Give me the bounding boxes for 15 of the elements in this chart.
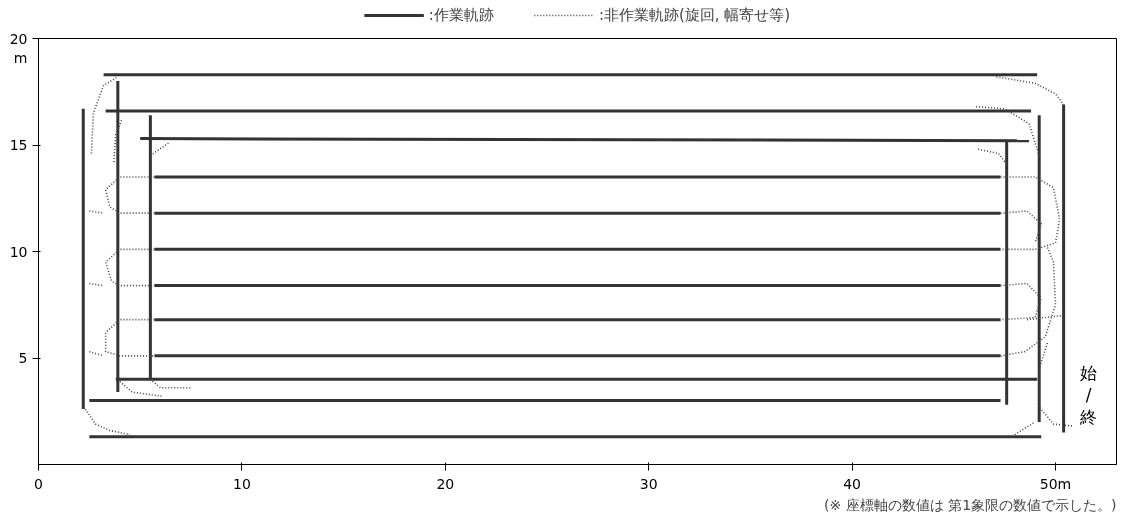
x-tick-label: 10 xyxy=(232,475,251,492)
legend-label: :非作業軌跡(旋回, 幅寄せ等) xyxy=(598,5,791,25)
y-tick-label: 15 xyxy=(9,137,28,153)
y-tick-label: 5 xyxy=(18,350,28,366)
x-tick-label: 40 xyxy=(843,475,862,492)
y-tick-label: 10 xyxy=(9,243,28,260)
x-tick-label: 20 xyxy=(436,475,455,492)
text: (※ 座標軸の数値は 第1象限の数値で示した。) xyxy=(824,496,1117,513)
annotation: 始/終 xyxy=(1079,362,1097,427)
x-tick-label: 0 xyxy=(34,475,43,492)
x-tick-label: 30 xyxy=(639,475,658,492)
y-axis-title: m xyxy=(13,49,28,66)
legend-label: :作業軌跡 xyxy=(428,5,494,25)
x-tick-label: 50m xyxy=(1039,475,1072,492)
y-tick-label: 20 xyxy=(9,30,28,47)
